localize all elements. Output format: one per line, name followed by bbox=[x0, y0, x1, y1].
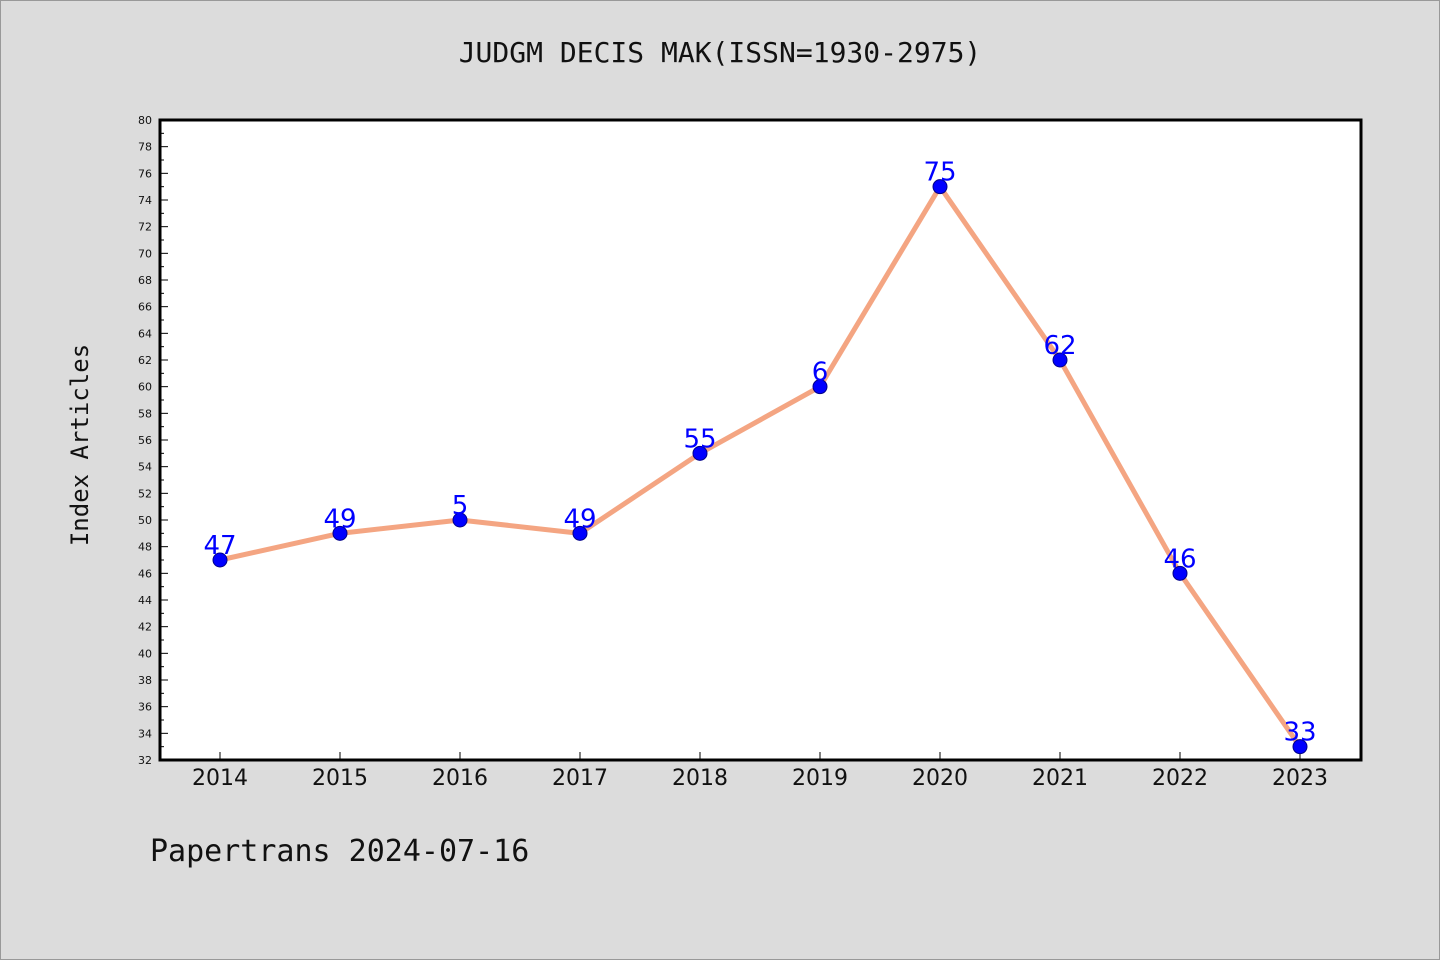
data-label: 33 bbox=[1283, 718, 1316, 748]
y-tick-label: 54 bbox=[138, 461, 152, 474]
x-tick-label: 2017 bbox=[552, 766, 608, 791]
y-tick-label: 44 bbox=[138, 594, 152, 607]
y-tick-label: 40 bbox=[138, 647, 152, 660]
data-label: 46 bbox=[1163, 544, 1196, 574]
y-tick-label: 80 bbox=[138, 114, 152, 127]
chart-title: JUDGM DECIS MAK(ISSN=1930-2975) bbox=[458, 36, 982, 69]
x-tick-label: 2023 bbox=[1272, 766, 1328, 791]
y-tick-label: 50 bbox=[138, 514, 152, 527]
y-tick-label: 52 bbox=[138, 487, 152, 500]
y-tick-label: 66 bbox=[138, 301, 152, 314]
y-tick-label: 68 bbox=[138, 274, 152, 287]
y-tick-label: 78 bbox=[138, 141, 152, 154]
x-tick-label: 2022 bbox=[1152, 766, 1208, 791]
data-point bbox=[452, 512, 468, 528]
x-tick-label: 2020 bbox=[912, 766, 968, 791]
y-tick-label: 56 bbox=[138, 434, 152, 447]
data-point bbox=[572, 525, 588, 541]
data-point bbox=[692, 445, 708, 461]
series-line bbox=[219, 184, 1303, 749]
y-tick-label: 36 bbox=[138, 701, 152, 714]
x-tick-label: 2015 bbox=[312, 766, 368, 791]
x-tick-label: 2021 bbox=[1032, 766, 1088, 791]
data-label: 55 bbox=[683, 424, 716, 454]
data-point bbox=[812, 379, 828, 395]
y-tick-label: 74 bbox=[138, 194, 152, 207]
data-label: 75 bbox=[923, 158, 956, 188]
data-label: 49 bbox=[563, 504, 596, 534]
data-point bbox=[1172, 565, 1188, 581]
y-tick-label: 48 bbox=[138, 541, 152, 554]
y-tick-label: 62 bbox=[138, 354, 152, 367]
x-tick-label: 2018 bbox=[672, 766, 728, 791]
data-point bbox=[332, 525, 348, 541]
y-tick-label: 70 bbox=[138, 247, 152, 260]
y-tick-label: 34 bbox=[138, 727, 152, 740]
data-label: 47 bbox=[203, 531, 236, 561]
y-tick-label: 76 bbox=[138, 167, 152, 180]
y-tick-label: 42 bbox=[138, 621, 152, 634]
y-tick-label: 32 bbox=[138, 754, 152, 767]
y-tick-label: 64 bbox=[138, 327, 152, 340]
plot-area bbox=[158, 118, 1363, 762]
y-tick-label: 46 bbox=[138, 567, 152, 580]
footer-watermark: Papertrans 2024-07-16 bbox=[150, 834, 530, 869]
data-label: 62 bbox=[1043, 331, 1076, 361]
data-label: 6 bbox=[812, 358, 829, 388]
y-tick-label: 72 bbox=[138, 221, 152, 234]
y-tick-label: 60 bbox=[138, 381, 152, 394]
data-point bbox=[1052, 352, 1068, 368]
y-tick-label: 58 bbox=[138, 407, 152, 420]
x-tick-label: 2014 bbox=[192, 766, 248, 791]
y-tick-label: 38 bbox=[138, 674, 152, 687]
x-tick-label: 2016 bbox=[432, 766, 488, 791]
data-point bbox=[212, 552, 228, 568]
data-label: 49 bbox=[323, 504, 356, 534]
x-tick-label: 2019 bbox=[792, 766, 848, 791]
data-point bbox=[1292, 739, 1308, 755]
data-point bbox=[932, 179, 948, 195]
data-label: 5 bbox=[452, 491, 469, 521]
